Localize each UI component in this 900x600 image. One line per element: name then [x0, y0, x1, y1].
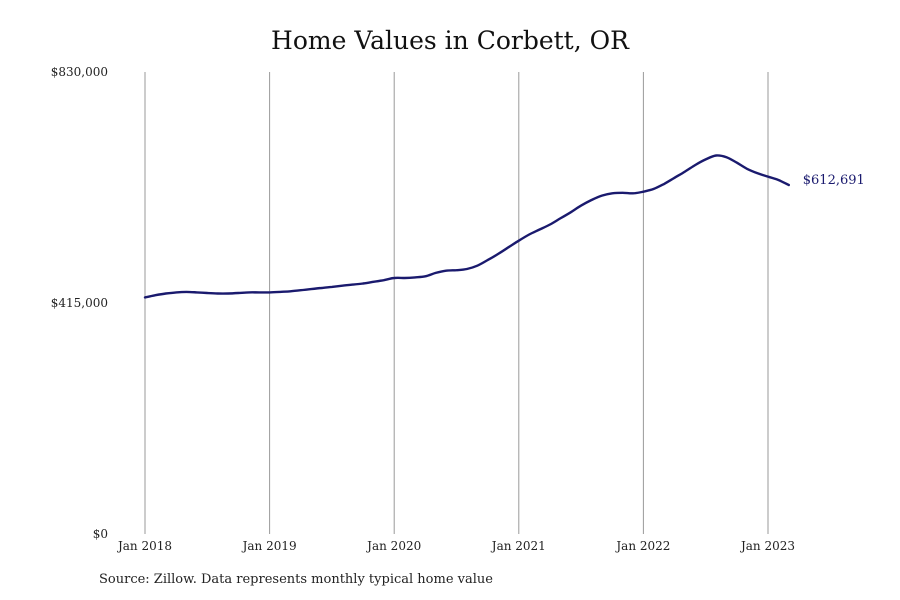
end-value-label: $612,691 [803, 173, 865, 188]
y-tick-label: $0 [93, 527, 108, 541]
source-note: Source: Zillow. Data represents monthly … [99, 572, 493, 587]
chart-title: Home Values in Corbett, OR [271, 26, 629, 55]
x-tick-label: Jan 2020 [365, 539, 421, 553]
x-axis-ticks: Jan 2018 Jan 2019 Jan 2020 Jan 2021 Jan 2022… [116, 539, 795, 553]
x-tick-label: Jan 2021 [490, 539, 546, 553]
x-tick-label: Jan 2018 [116, 539, 172, 553]
x-tick-label: Jan 2019 [241, 539, 297, 553]
y-axis-ticks: $0 $415,000 $830,000 [51, 65, 108, 541]
series-line [143, 154, 790, 299]
y-tick-label: $830,000 [51, 65, 108, 79]
x-tick-label: Jan 2023 [739, 539, 795, 553]
x-tick-label: Jan 2022 [614, 539, 670, 553]
y-tick-label: $415,000 [51, 296, 108, 310]
gridlines [144, 72, 769, 534]
